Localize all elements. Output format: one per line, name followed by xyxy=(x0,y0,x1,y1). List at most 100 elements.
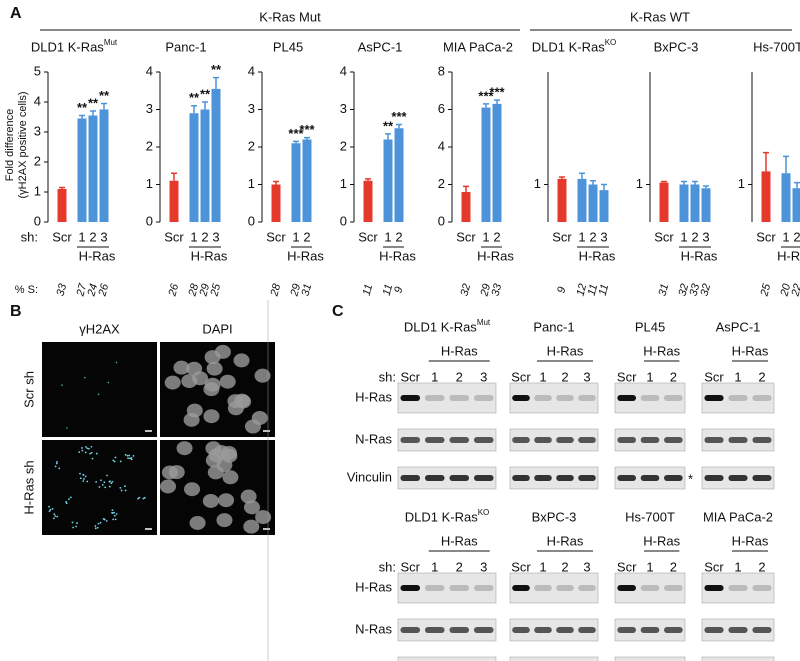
y-tick-label: 1 xyxy=(340,176,347,191)
band xyxy=(473,585,494,591)
focus xyxy=(97,522,100,525)
lane-label: 2 xyxy=(456,369,463,384)
focus xyxy=(124,485,126,488)
y-tick-label: 6 xyxy=(438,101,445,116)
bar xyxy=(169,180,179,222)
band xyxy=(400,585,421,591)
band xyxy=(704,627,724,633)
focus xyxy=(68,498,70,501)
x-tick-label: Scr xyxy=(358,229,378,244)
row-label: N-Ras xyxy=(355,431,392,446)
group-label: K-Ras WT xyxy=(630,9,690,24)
focus xyxy=(85,446,87,448)
focus xyxy=(94,525,97,527)
nucleus xyxy=(204,377,221,392)
lane-label: 1 xyxy=(539,369,546,384)
band xyxy=(534,627,552,633)
band xyxy=(512,627,530,633)
band xyxy=(704,475,724,481)
lane-label: 1 xyxy=(431,559,438,574)
x-tick-label: 2 xyxy=(493,229,500,244)
s-phase: 12 xyxy=(575,283,590,298)
group-label: K-Ras Mut xyxy=(259,9,321,24)
nucleus xyxy=(251,410,268,425)
significance: ** xyxy=(88,95,99,110)
focus xyxy=(137,497,140,500)
nucleus xyxy=(164,375,181,390)
title: Hs-700T xyxy=(753,39,800,54)
band xyxy=(617,585,636,591)
nucleus xyxy=(243,519,260,534)
band xyxy=(534,395,552,401)
column-label: DAPI xyxy=(202,321,232,336)
focus xyxy=(107,381,110,384)
group-label: H-Ras xyxy=(477,248,514,263)
panel-label: C xyxy=(332,303,344,320)
lane-label: Scr xyxy=(511,559,531,574)
y-tick-label: 0 xyxy=(340,213,347,228)
x-tick-label: 2 xyxy=(303,229,310,244)
focus xyxy=(98,486,101,488)
group-label: H-Ras xyxy=(579,248,616,263)
s-phase: 32 xyxy=(459,283,474,298)
band xyxy=(512,395,530,401)
focus xyxy=(51,507,54,510)
band xyxy=(424,585,445,591)
y-tick-label: 3 xyxy=(146,101,153,116)
focus xyxy=(115,513,118,515)
y-tick-label: 3 xyxy=(340,101,347,116)
title: Hs-700T xyxy=(625,509,675,524)
significance: *** xyxy=(489,85,505,100)
group-label: H-Ras xyxy=(79,248,116,263)
x-tick-label: 1 xyxy=(482,229,489,244)
sh-label: sh: xyxy=(379,559,396,574)
band xyxy=(728,437,748,443)
focus xyxy=(49,508,52,511)
title: PL45 xyxy=(273,39,303,54)
band xyxy=(752,437,772,443)
y-tick-label: 0 xyxy=(146,213,153,228)
title-superscript: Mut xyxy=(104,38,118,47)
focus xyxy=(119,486,122,489)
focus xyxy=(90,445,93,448)
panel-label: A xyxy=(10,5,22,22)
lane-label: Scr xyxy=(401,559,421,574)
significance: *** xyxy=(288,126,304,141)
y-tick-label: 1 xyxy=(738,176,745,191)
band xyxy=(400,437,421,443)
lane-label: 1 xyxy=(646,369,653,384)
s-phase: 28 xyxy=(268,282,283,299)
lane-label: 2 xyxy=(561,559,568,574)
focus xyxy=(99,521,102,524)
nucleus xyxy=(206,361,223,376)
x-tick-label: 2 xyxy=(691,229,698,244)
s-phase: 29 xyxy=(478,283,493,299)
bar xyxy=(557,178,567,222)
s-phase: 28 xyxy=(186,282,201,299)
focus xyxy=(75,525,77,528)
bar xyxy=(781,173,791,222)
s-phase: 26 xyxy=(166,282,181,299)
x-tick-label: 2 xyxy=(395,229,402,244)
nucleus xyxy=(181,374,198,389)
focus xyxy=(52,517,55,520)
y-tick-label: 0 xyxy=(34,213,41,228)
bar xyxy=(383,139,393,222)
x-tick-label: 1 xyxy=(292,229,299,244)
band xyxy=(704,585,724,591)
lane-label: 1 xyxy=(734,559,741,574)
focus xyxy=(143,496,146,499)
sh-label: sh: xyxy=(379,369,396,384)
focus xyxy=(115,361,118,364)
focus xyxy=(84,451,87,454)
band xyxy=(640,627,660,633)
focus xyxy=(83,478,85,480)
nucleus xyxy=(254,368,271,383)
bar xyxy=(211,88,221,222)
lane-label: 2 xyxy=(758,559,765,574)
focus xyxy=(58,467,61,470)
focus xyxy=(65,500,67,503)
band xyxy=(449,475,470,481)
band xyxy=(534,437,552,443)
focus xyxy=(48,510,51,513)
